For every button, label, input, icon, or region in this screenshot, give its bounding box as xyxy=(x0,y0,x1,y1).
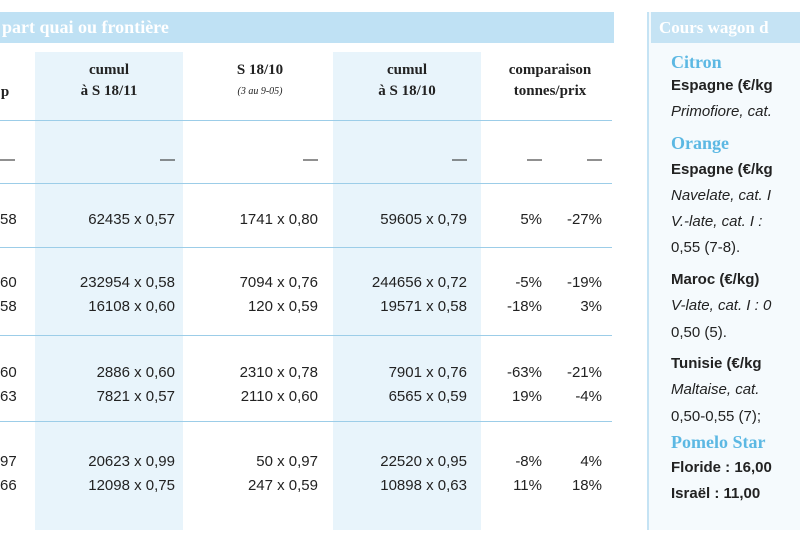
s18-10-value: 50 x 0,97 xyxy=(256,453,318,470)
row-value-fragment: 60 xyxy=(0,364,17,381)
cumul-11-value: 62435 x 0,57 xyxy=(88,211,175,228)
sidebar-fruit-heading: Orange xyxy=(671,133,729,153)
sidebar-country-line: Espagne (€/kg xyxy=(671,77,773,94)
cumul-10-value: 6565 x 0,59 xyxy=(388,388,467,405)
sidebar-title: Cours wagon d xyxy=(651,12,800,43)
row-value-fragment: 66 xyxy=(0,477,17,494)
sidebar-detail-line: V.-late, cat. I : xyxy=(671,213,763,230)
cumul-10-value: 244656 x 0,72 xyxy=(371,274,467,291)
sidebar-detail-line: 0,55 (7-8). xyxy=(671,239,741,256)
row-value-fragment: 97 xyxy=(0,453,17,470)
sidebar-country-line: Maroc (€/kg) xyxy=(671,271,760,288)
sidebar-detail-line: Primofiore, cat. xyxy=(671,103,772,120)
sidebar-cours-wagon: Cours wagon d Citron Espagne (€/kg Primo… xyxy=(647,12,800,530)
sidebar-country-line: Floride : 16,00 xyxy=(671,459,772,476)
prix-pct: -4% xyxy=(575,388,602,405)
cumul-11-value: 232954 x 0,58 xyxy=(79,274,175,291)
sidebar-detail-line: 0,50 (5). xyxy=(671,324,727,341)
dash-cell: — xyxy=(452,151,467,168)
prix-pct: 3% xyxy=(580,298,602,315)
s18-10-value: 2110 x 0,60 xyxy=(240,388,318,405)
cumul-11-value: 16108 x 0,60 xyxy=(88,298,175,315)
cumul-10-value: 10898 x 0,63 xyxy=(380,477,467,494)
cumul-11-value: 12098 x 0,75 xyxy=(88,477,175,494)
section-rule-4 xyxy=(0,421,612,422)
prix-pct: -19% xyxy=(566,274,602,291)
row-value-fragment: 60 xyxy=(0,274,17,291)
sidebar-country-line: Israël : 11,00 xyxy=(671,485,761,502)
sidebar-country-line: Espagne (€/kg xyxy=(671,161,773,178)
sidebar-detail-line: Navelate, cat. I xyxy=(671,187,772,204)
column-shade-cumul-10 xyxy=(333,52,481,530)
table-section-title: part quai ou frontière xyxy=(0,12,614,43)
cumul-10-value: 59605 x 0,79 xyxy=(380,211,467,228)
prix-pct: 18% xyxy=(571,477,602,494)
s18-10-value: 120 x 0,59 xyxy=(247,298,318,315)
column-header-cumul-s18-10: cumul à S 18/10 xyxy=(378,62,436,99)
tonnes-pct: -8% xyxy=(515,453,542,470)
cumul-11-value: 2886 x 0,60 xyxy=(96,364,175,381)
sidebar-detail-line: Maltaise, cat. xyxy=(671,381,760,398)
tonnes-pct: 11% xyxy=(513,477,542,494)
cumul-10-value: 22520 x 0,95 xyxy=(380,453,467,470)
cumul-11-value: 7821 x 0,57 xyxy=(96,388,175,405)
dash-cell: — xyxy=(303,151,318,168)
section-rule-3 xyxy=(0,335,612,336)
prix-pct: 4% xyxy=(580,453,602,470)
dash-cell: — xyxy=(587,151,602,168)
column-header-cumul-s18-11: cumul à S 18/11 xyxy=(80,62,138,99)
cumul-11-value: 20623 x 0,99 xyxy=(88,453,175,470)
s18-10-value: 2310 x 0,78 xyxy=(239,364,318,381)
sidebar-detail-line: V-late, cat. I : 0 xyxy=(671,297,772,314)
s18-10-value: 1741 x 0,80 xyxy=(239,211,318,228)
section-rule-2 xyxy=(0,247,612,248)
tonnes-pct: -5% xyxy=(515,274,542,291)
dash-cell: — xyxy=(160,151,175,168)
prix-pct: -21% xyxy=(566,364,602,381)
cumul-10-value: 19571 x 0,58 xyxy=(380,298,467,315)
tonnes-pct: -63% xyxy=(506,364,542,381)
sidebar-fruit-heading: Citron xyxy=(671,52,722,72)
cumul-10-value: 7901 x 0,76 xyxy=(388,364,467,381)
sidebar-country-line: Tunisie (€/kg xyxy=(671,355,762,372)
section-rule-1 xyxy=(0,183,612,184)
column-header-fragment: p xyxy=(0,84,10,100)
row-value-fragment: 58 xyxy=(0,298,17,315)
sidebar-fruit-heading: Pomelo Star xyxy=(671,432,766,452)
dash-cell: — xyxy=(0,151,15,168)
tonnes-pct: -18% xyxy=(506,298,542,315)
row-value-fragment: 58 xyxy=(0,211,17,228)
tonnes-pct: 19% xyxy=(511,388,542,405)
header-rule xyxy=(0,120,612,121)
tonnes-pct: 5% xyxy=(520,211,542,228)
sidebar-detail-line: 0,50-0,55 (7); xyxy=(671,408,762,425)
prix-pct: -27% xyxy=(566,211,602,228)
column-shade-cumul-11 xyxy=(35,52,183,530)
s18-10-value: 7094 x 0,76 xyxy=(239,274,318,291)
column-header-comparaison: comparaison tonnes/prix xyxy=(508,62,592,99)
s18-10-value: 247 x 0,59 xyxy=(247,477,318,494)
row-value-fragment: 63 xyxy=(0,388,17,405)
column-header-s18-10: S 18/10 (3 au 9-05) xyxy=(236,62,284,97)
dash-cell: — xyxy=(527,151,542,168)
